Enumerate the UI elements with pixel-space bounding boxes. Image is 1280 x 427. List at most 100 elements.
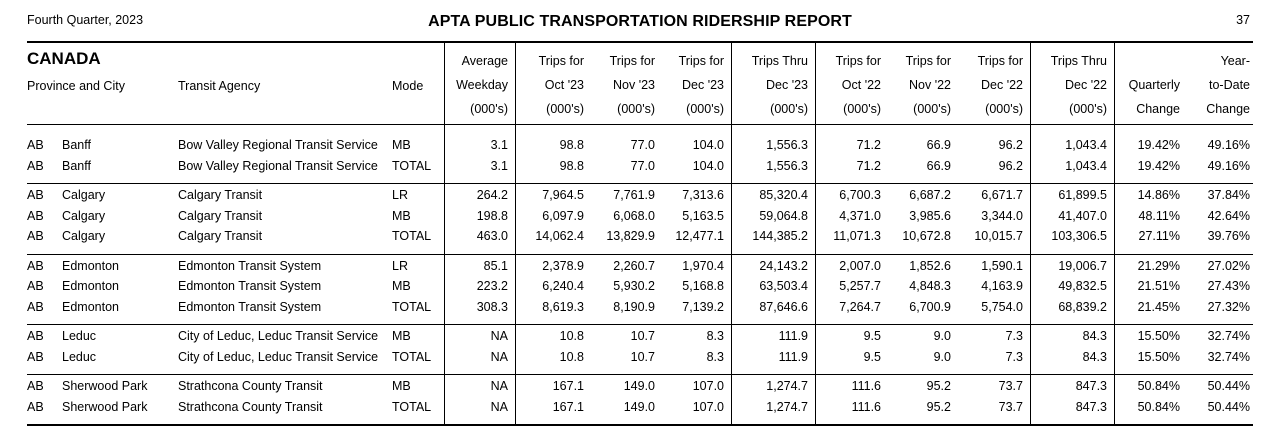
agency-cell: Edmonton Transit System: [178, 279, 322, 294]
value-cell: 2,007.0: [839, 258, 881, 273]
column-header-line: to-Date: [1209, 78, 1250, 92]
column-header-line: Trips for: [905, 54, 951, 68]
province-cell: AB: [27, 158, 44, 173]
value-cell: 48.11%: [1138, 208, 1180, 223]
city-cell: Edmonton: [62, 258, 119, 273]
province-cell: AB: [27, 329, 44, 344]
column-divider: [1114, 42, 1115, 426]
value-cell: 21.29%: [1137, 258, 1180, 273]
value-cell: 5,930.2: [613, 279, 655, 294]
value-cell: 167.1: [552, 379, 584, 393]
value-cell: NA: [490, 329, 508, 344]
province-cell: AB: [27, 229, 44, 244]
city-cell: Sherwood Park: [62, 399, 148, 414]
value-cell: 63,503.4: [759, 279, 808, 294]
value-cell: 84.3: [1082, 329, 1107, 344]
value-cell: 5,257.7: [839, 279, 881, 294]
column-header-line: Oct '22: [841, 78, 881, 92]
value-cell: 37.84%: [1207, 187, 1250, 202]
province-city-header: Province and City: [27, 79, 125, 93]
column-header-line: Change: [1136, 102, 1180, 116]
column-header-line: (000's): [617, 102, 655, 116]
value-cell: 41,407.0: [1058, 208, 1107, 223]
value-cell: 1,970.4: [682, 258, 724, 273]
group-separator: [27, 253, 1253, 255]
agency-cell: Calgary Transit: [178, 187, 263, 202]
mode-cell: LR: [392, 258, 408, 273]
city-cell: Calgary: [62, 229, 106, 244]
column-header-line: (000's): [546, 102, 584, 116]
city-cell: Calgary: [62, 187, 106, 202]
value-cell: 6,687.2: [909, 187, 951, 202]
bottom-rule: [27, 423, 1253, 426]
value-cell: 198.8: [476, 208, 508, 223]
column-header-line: Weekday: [456, 78, 508, 92]
mode-cell: TOTAL: [392, 158, 432, 173]
value-cell: 12,477.1: [675, 229, 724, 244]
column-header-line: Trips Thru: [1050, 54, 1107, 68]
column-header-line: (000's): [913, 102, 951, 116]
value-cell: 15.50%: [1137, 349, 1180, 364]
column-header-line: (000's): [770, 102, 808, 116]
province-cell: AB: [27, 299, 44, 314]
city-cell: Sherwood Park: [62, 379, 148, 393]
value-cell: 32.74%: [1207, 329, 1250, 344]
value-cell: 39.76%: [1207, 229, 1250, 244]
value-cell: 1,590.1: [981, 258, 1023, 273]
agency-cell: Bow Valley Regional Transit Service: [178, 158, 378, 173]
value-cell: 6,671.7: [981, 187, 1023, 202]
value-cell: 9.0: [933, 329, 951, 344]
report-title: APTA PUBLIC TRANSPORTATION RIDERSHIP REP…: [428, 13, 852, 30]
value-cell: 50.84%: [1137, 399, 1180, 414]
value-cell: 85,320.4: [759, 187, 808, 202]
value-cell: 96.2: [998, 158, 1023, 173]
group-separator: [27, 324, 1253, 326]
column-header-line: Trips for: [609, 54, 655, 68]
value-cell: 463.0: [476, 229, 508, 244]
value-cell: 19.42%: [1137, 138, 1180, 152]
value-cell: 3.1: [490, 158, 508, 173]
value-cell: 8.3: [706, 349, 724, 364]
value-cell: 4,163.9: [981, 279, 1023, 294]
value-cell: 95.2: [926, 399, 951, 414]
column-header-line: (000's): [470, 102, 508, 116]
value-cell: 27.43%: [1207, 279, 1250, 294]
mode-cell: TOTAL: [392, 229, 432, 244]
column-header-line: Dec '22: [981, 78, 1023, 92]
agency-cell: Edmonton Transit System: [178, 258, 322, 273]
column-header-line: Year-: [1220, 54, 1250, 68]
value-cell: 7,139.2: [682, 299, 724, 314]
value-cell: 9.5: [863, 349, 881, 364]
city-cell: Edmonton: [62, 279, 119, 294]
province-cell: AB: [27, 258, 44, 273]
agency-cell: City of Leduc, Leduc Transit Service: [178, 349, 379, 364]
city-cell: Leduc: [62, 349, 97, 364]
country-heading: CANADA: [27, 49, 101, 68]
value-cell: 6,097.9: [542, 208, 584, 223]
column-header-line: Nov '23: [613, 78, 655, 92]
province-cell: AB: [27, 138, 44, 152]
mode-cell: TOTAL: [392, 399, 432, 414]
value-cell: 2,378.9: [542, 258, 584, 273]
column-header-line: Dec '23: [766, 78, 808, 92]
value-cell: 5,754.0: [981, 299, 1023, 314]
column-header-line: Trips Thru: [751, 54, 808, 68]
value-cell: 8,190.9: [613, 299, 655, 314]
value-cell: 1,043.4: [1065, 138, 1107, 152]
value-cell: 3.1: [490, 138, 508, 152]
value-cell: 10,672.8: [902, 229, 951, 244]
header-rule: [27, 124, 1253, 125]
value-cell: 111.9: [778, 329, 808, 344]
mode-cell: TOTAL: [392, 299, 432, 314]
value-cell: 84.3: [1082, 349, 1107, 364]
value-cell: 77.0: [630, 138, 655, 152]
city-cell: Banff: [62, 138, 91, 152]
column-header-line: Trips for: [538, 54, 584, 68]
value-cell: 95.2: [926, 379, 951, 393]
value-cell: 66.9: [926, 158, 951, 173]
value-cell: 49.16%: [1207, 158, 1250, 173]
value-cell: 8,619.3: [542, 299, 584, 314]
value-cell: 87,646.6: [759, 299, 808, 314]
quarter-label: Fourth Quarter, 2023: [27, 13, 144, 27]
value-cell: 98.8: [559, 138, 584, 152]
